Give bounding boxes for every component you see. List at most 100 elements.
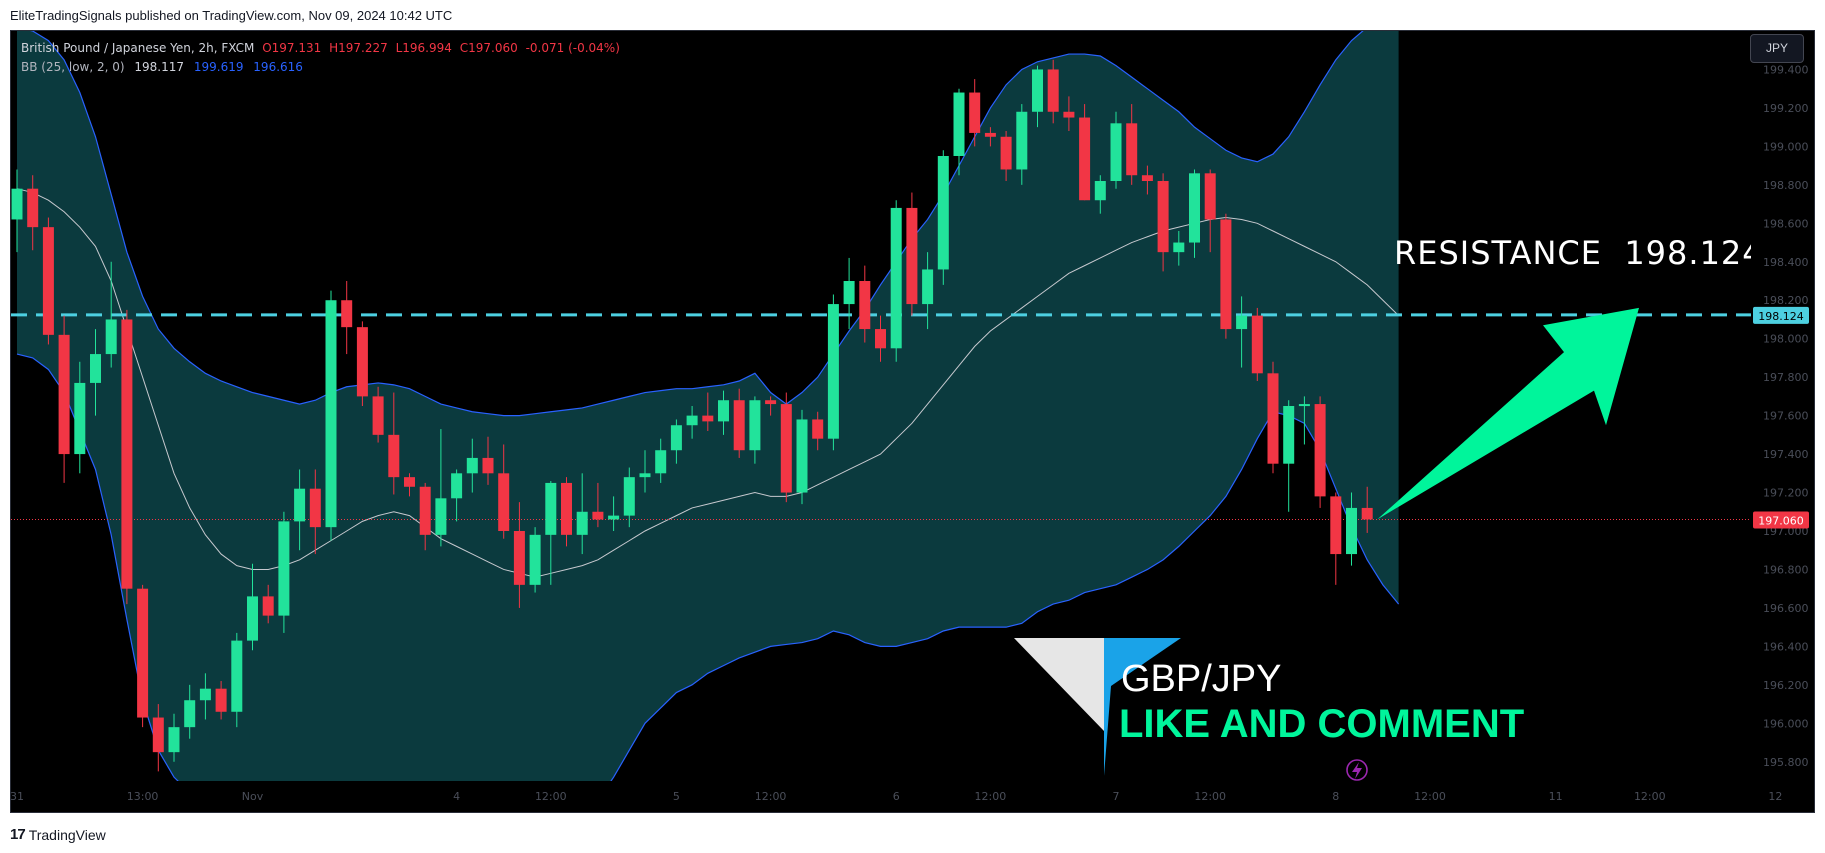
price-tick-label: 197.600 [1763, 410, 1809, 423]
candle-body [294, 488, 306, 522]
candle [1314, 396, 1326, 508]
candle [953, 88, 965, 176]
candle [639, 450, 651, 493]
last-price-tag-label: 197.060 [1758, 514, 1804, 527]
candle [451, 469, 463, 522]
candle-body [247, 596, 258, 641]
footer-brand[interactable]: 17 TradingView [10, 826, 106, 843]
candle-body [733, 400, 745, 451]
candle [278, 511, 290, 633]
candle-body [859, 281, 871, 330]
time-tick-label: 7 [1113, 790, 1120, 803]
candle-body [937, 156, 949, 270]
candle-body [890, 207, 902, 349]
lightning-icon-bolt [1352, 762, 1362, 779]
close-label: C [459, 41, 469, 55]
candle-body [796, 419, 808, 493]
symbol-label[interactable]: British Pound / Japanese Yen, 2h, FXCM [21, 41, 255, 55]
candle-body [1110, 123, 1122, 181]
candle [1361, 486, 1373, 533]
candle-body [1314, 404, 1326, 497]
logo-right-shape [1104, 638, 1181, 776]
price-tick-label: 198.600 [1763, 217, 1809, 230]
candle-body [639, 473, 651, 478]
candle-body [309, 488, 321, 528]
candle [1126, 104, 1138, 185]
candle-body [655, 450, 667, 474]
candle-body [1032, 69, 1043, 112]
candle [372, 386, 384, 443]
candle-body [953, 92, 965, 156]
candle [42, 217, 54, 345]
candle [1016, 104, 1028, 185]
time-tick-label: 12:00 [755, 790, 787, 803]
chart-panel[interactable]: RESISTANCE 198.124 GBP/JPY LIKE AND COMMEN… [10, 30, 1815, 813]
candle [1251, 307, 1263, 381]
candle [1236, 296, 1248, 368]
candle [388, 392, 400, 495]
price-tick-label: 198.800 [1763, 179, 1809, 192]
candle [561, 477, 572, 547]
candle [215, 681, 227, 720]
price-tick-label: 199.200 [1763, 102, 1809, 115]
bb-basis-value: 198.117 [134, 60, 185, 74]
currency-button[interactable]: JPY [1750, 34, 1804, 63]
candle-body [718, 400, 729, 422]
resistance-price-tag-bg [1753, 306, 1809, 324]
candle [529, 527, 541, 593]
candle [812, 411, 824, 451]
candle [1110, 111, 1122, 189]
candle-body [1126, 123, 1138, 176]
candle-body [592, 511, 604, 520]
candle [702, 392, 714, 431]
candle [686, 406, 698, 439]
cta-text: LIKE AND COMMENT [1119, 702, 1524, 746]
candle [247, 563, 258, 651]
time-tick-label: 31 [11, 790, 24, 803]
time-tick-label: 12:00 [1194, 790, 1226, 803]
candle-body [419, 486, 431, 535]
candle-body [74, 382, 86, 455]
candle [482, 436, 494, 485]
time-axis-panel [11, 781, 1814, 812]
candle [796, 409, 808, 505]
bb-upper-line [30, 31, 1364, 417]
candle-body [529, 534, 541, 585]
close-value: 197.060 [468, 41, 518, 55]
candle-body [451, 473, 463, 499]
candle-body [1141, 175, 1153, 181]
time-tick-label: Nov [242, 790, 264, 803]
candle-body [168, 727, 180, 753]
time-tick-label: 6 [893, 790, 900, 803]
candle-body [372, 396, 384, 435]
price-tick-label: 198.200 [1763, 294, 1809, 307]
candle-body [1236, 315, 1248, 330]
price-tick-label: 195.800 [1763, 756, 1809, 769]
candle [1283, 400, 1295, 512]
up-arrow-icon [1377, 307, 1639, 520]
candle [1141, 165, 1153, 195]
candle [749, 396, 761, 464]
candle-body [137, 588, 149, 718]
candle [168, 713, 180, 762]
candle [1094, 175, 1106, 214]
candle-body [325, 300, 337, 528]
candle [1000, 131, 1012, 181]
price-axis-panel [1751, 31, 1814, 812]
candle-body [969, 92, 981, 133]
price-tick-label: 196.000 [1763, 717, 1809, 730]
candle-body [262, 596, 274, 616]
candle-body [576, 511, 588, 535]
time-tick-label: 12:00 [535, 790, 567, 803]
indicator-label[interactable]: BB (25, low, 2, 0) [21, 60, 125, 74]
candle [435, 429, 447, 547]
candle [58, 315, 70, 483]
candle-body [466, 457, 478, 474]
candle [765, 396, 777, 416]
candle-body [498, 473, 510, 531]
time-tick-label: 13:00 [127, 790, 159, 803]
open-value: 197.131 [271, 41, 322, 55]
change-value: -0.071 (-0.04%) [525, 41, 620, 55]
candle [780, 392, 792, 503]
